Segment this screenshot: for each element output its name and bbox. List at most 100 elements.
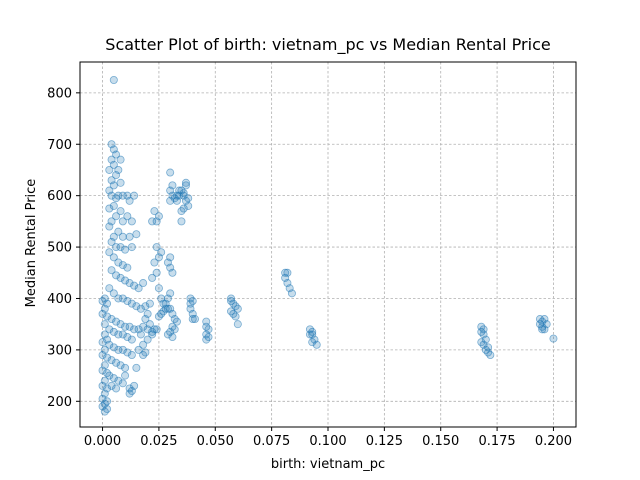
scatter-point [139,279,148,288]
scatter-point [112,358,121,367]
scatter-point [100,320,109,329]
scatter-point [134,284,143,293]
scatter-point [105,284,114,293]
y-tick-label: 800 [47,86,72,101]
scatter-point [116,243,125,252]
scatter-point [152,325,161,334]
scatter-point [118,232,127,241]
scatter-point [145,320,154,329]
x-tick-label: 0.100 [309,434,346,449]
scatter-point [184,194,193,203]
x-tick-label: 0.050 [197,434,234,449]
scatter-point [116,273,125,282]
scatter-point [98,381,107,390]
scatter-point [112,243,121,252]
scatter-point [123,348,132,357]
scatter-point [109,343,118,352]
scatter-point [105,165,114,174]
scatter-point [107,356,116,365]
scatter-point [105,371,114,380]
scatter-point [190,315,199,324]
scatter-point [136,330,145,339]
scatter-point [163,304,172,313]
scatter-point [145,299,154,308]
scatter-point [150,207,159,216]
scatter-point [112,317,121,326]
scatter-point [184,201,193,210]
points-layer [98,75,558,416]
scatter-point [150,325,159,334]
scatter-point [100,407,109,416]
scatter-point [107,315,116,324]
scatter-point [231,312,240,321]
scatter-point [107,266,116,275]
scatter-point [105,325,114,334]
scatter-point [168,268,177,277]
scatter-point [123,263,132,272]
scatter-point [154,212,163,221]
scatter-point [130,281,139,290]
scatter-point [98,309,107,318]
scatter-point [109,327,118,336]
scatter-point [121,371,130,380]
scatter-point [538,325,547,334]
scatter-point [109,289,118,298]
scatter-point [154,253,163,262]
y-tick-label: 200 [47,395,72,410]
scatter-point [141,348,150,357]
scatter-point [98,297,107,306]
scatter-point [127,217,136,226]
scatter-point [170,325,179,334]
x-tick-label: 0.125 [366,434,403,449]
scatter-point [166,196,175,205]
scatter-point [143,335,152,344]
scatter-point [148,217,157,226]
scatter-point [118,217,127,226]
scatter-point [166,289,175,298]
y-tick-label: 400 [47,292,72,307]
scatter-point [181,181,190,190]
scatter-point [139,340,148,349]
grid-lines [80,62,576,427]
scatter-point [486,351,495,360]
scatter-point [549,334,558,343]
scatter-point [168,333,177,342]
scatter-point [116,361,125,370]
scatter-point [132,363,141,372]
scatter-point [123,297,132,306]
scatter-point [305,330,314,339]
scatter-point [109,160,118,169]
scatter-point [127,299,136,308]
scatter-point [105,248,114,257]
scatter-point [179,189,188,198]
scatter-point [202,335,211,344]
x-tick-label: 0.150 [422,434,459,449]
scatter-point [118,261,127,270]
x-tick-label: 0.175 [478,434,515,449]
scatter-point [112,271,121,280]
x-tick-label: 0.000 [84,434,121,449]
scatter-point [118,330,127,339]
scatter-point [121,363,130,372]
scatter-point [127,351,136,360]
scatter-point [118,345,127,354]
scatter-point [148,273,157,282]
scatter-point [109,181,118,190]
x-tick-label: 0.025 [140,434,177,449]
scatter-point [103,353,112,362]
scatter-point [116,178,125,187]
scatter-point [98,338,107,347]
scatter-point [163,330,172,339]
scatter-point [177,207,186,216]
scatter-point [188,297,197,306]
scatter-point [130,381,139,390]
scatter-point [109,253,118,262]
x-axis-ticks: 0.000 0.025 0.050 0.075 0.100 0.125 0.150 0.175… [84,427,572,449]
scatter-point [105,204,114,213]
scatter-point [112,194,121,203]
scatter-point [116,155,125,164]
scatter-point [287,289,296,298]
scatter-point [172,317,181,326]
scatter-point [188,315,197,324]
